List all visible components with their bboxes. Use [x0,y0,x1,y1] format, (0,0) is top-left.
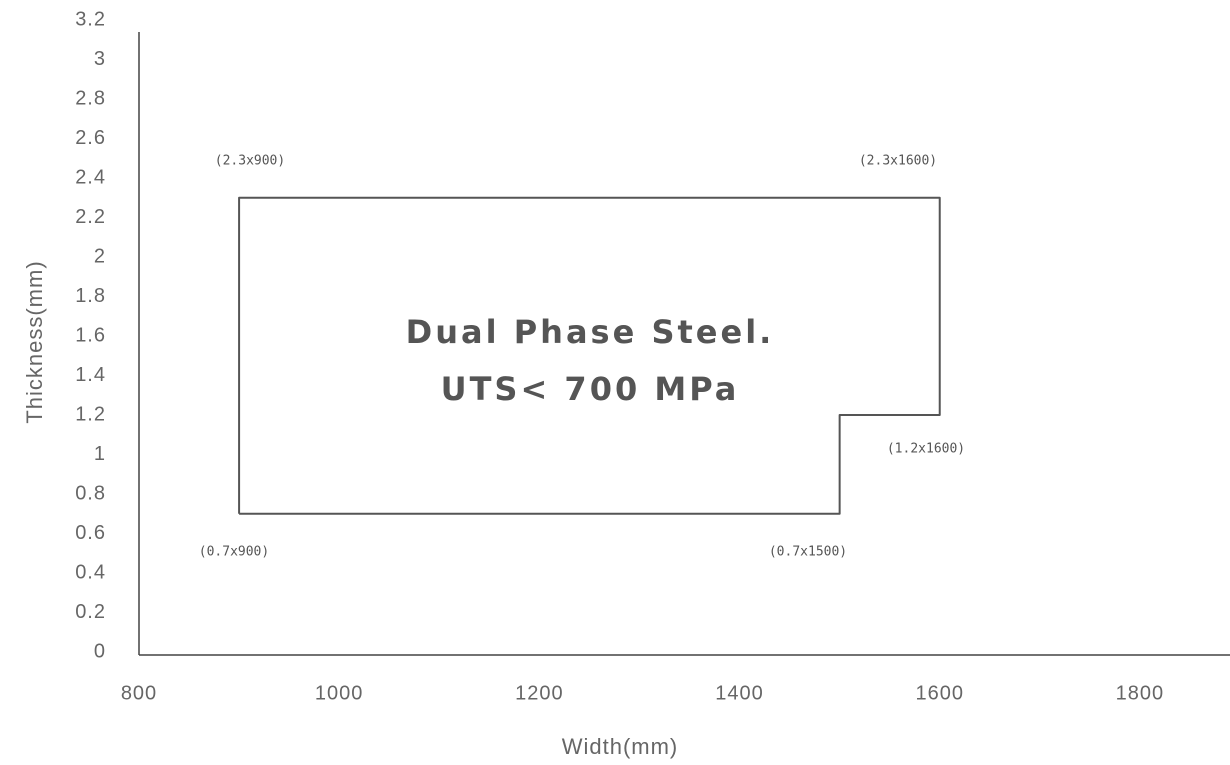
y-tick-label: 3.2 [75,8,106,30]
annotation: (2.3x1600) [859,154,937,169]
x-tick-label: 1600 [915,682,964,704]
annotation: UTS< 700 MPa [441,370,740,408]
x-tick-label: 1800 [1116,682,1165,704]
y-tick-label: 1 [94,443,106,465]
annotation: (2.3x900) [215,154,285,169]
y-tick-label: 0.2 [75,601,106,623]
y-tick-label: 1.8 [75,285,106,307]
x-tick-label: 1400 [715,682,764,704]
y-tick-label: 0.4 [75,561,106,583]
x-tick-label: 1200 [515,682,564,704]
x-axis-title: Width(mm) [562,734,679,759]
y-tick-label: 0.8 [75,482,106,504]
y-tick-label: 1.2 [75,403,106,425]
annotation: (0.7x900) [199,545,269,560]
y-tick-label: 2.6 [75,127,106,149]
x-tick-label: 1000 [315,682,364,704]
y-tick-label: 1.6 [75,324,106,346]
x-tick-label: 800 [121,682,157,704]
y-axis-title: Thickness(mm) [22,260,47,423]
annotation: (1.2x1600) [887,442,965,457]
y-tick-label: 2.8 [75,87,106,109]
y-tick-label: 3 [94,48,106,70]
y-tick-label: 2 [94,245,106,267]
y-tick-label: 2.4 [75,166,106,188]
y-tick-label: 1.4 [75,364,106,386]
annotation: (0.7x1500) [769,545,847,560]
outline [238,196,941,515]
annotation: Dual Phase Steel. [406,313,775,351]
y-tick-label: 0 [94,640,106,662]
y-tick-label: 2.2 [75,206,106,228]
y-tick-label: 0.6 [75,522,106,544]
